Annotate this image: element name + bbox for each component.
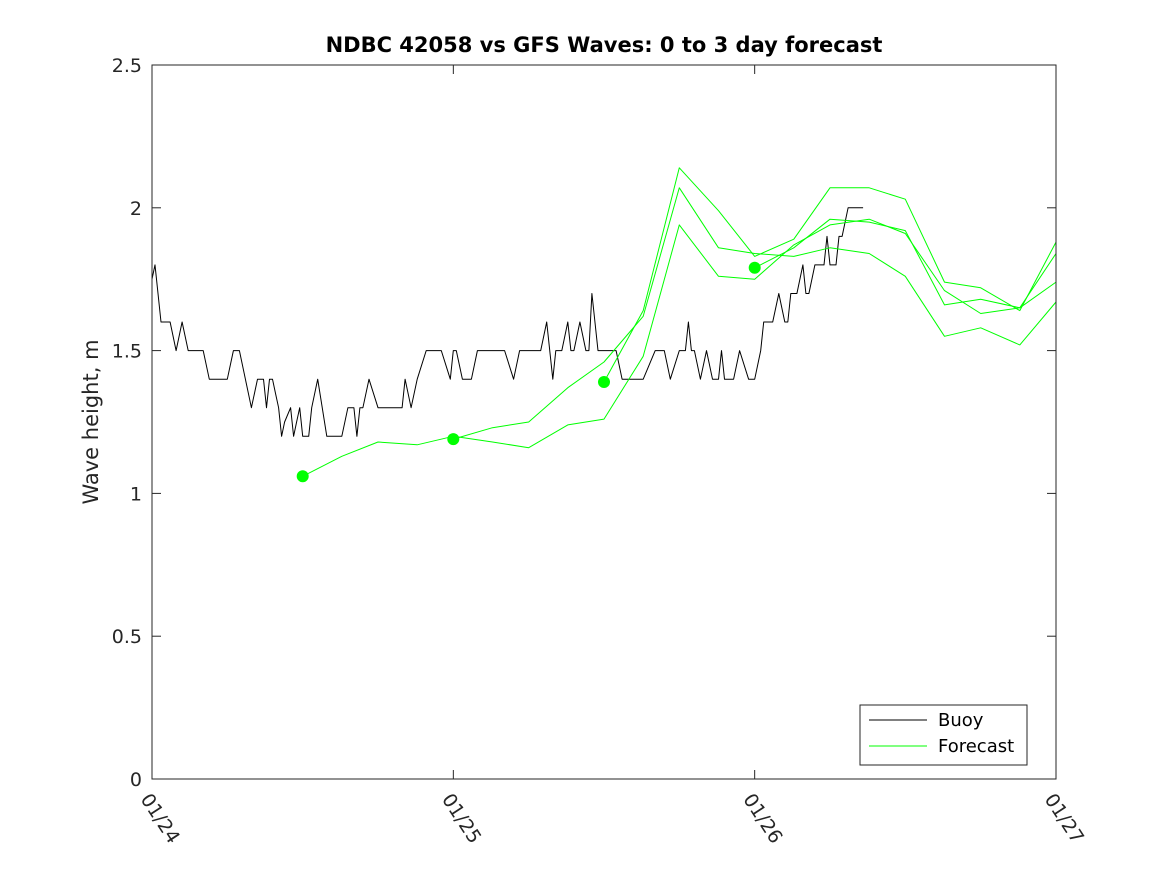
series-layer [151, 167, 1057, 477]
series-line-forecast-4 [754, 218, 1057, 309]
series-line-forecast-1 [302, 218, 1057, 477]
forecast-start-marker-2 [598, 376, 610, 388]
legend: Buoy Forecast [859, 704, 1028, 766]
legend-label-buoy: Buoy [938, 710, 984, 731]
forecast-start-marker-3 [748, 261, 761, 274]
y-tick-label-5: 2.5 [112, 55, 142, 77]
series-line-forecast-2 [453, 187, 1057, 440]
y-tick-label-1: 0.5 [112, 626, 142, 648]
axes-box [151, 64, 1057, 780]
y-axis-label: Wave height, m [79, 339, 103, 504]
y-tick-label-4: 2 [130, 198, 142, 220]
x-tick-label-3: 01/27 [1040, 790, 1088, 848]
y-tick-label-2: 1 [130, 483, 142, 505]
legend-label-forecast: Forecast [938, 736, 1014, 757]
series-line-buoy-0 [151, 207, 864, 437]
forecast-start-marker-0 [296, 470, 309, 483]
plot-area [152, 65, 1056, 779]
forecast-start-marker-1 [447, 433, 460, 446]
y-tick-label-0: 0 [130, 769, 142, 791]
x-tick-label-2: 01/26 [738, 790, 786, 848]
x-tick-label-1: 01/25 [437, 790, 485, 848]
x-tick-label-0: 01/24 [136, 790, 184, 848]
chart-title: NDBC 42058 vs GFS Waves: 0 to 3 day fore… [326, 33, 883, 57]
legend-box [859, 704, 1028, 766]
marker-layer [296, 261, 761, 483]
y-tick-label-3: 1.5 [112, 341, 142, 363]
series-line-forecast-3 [603, 167, 1057, 383]
